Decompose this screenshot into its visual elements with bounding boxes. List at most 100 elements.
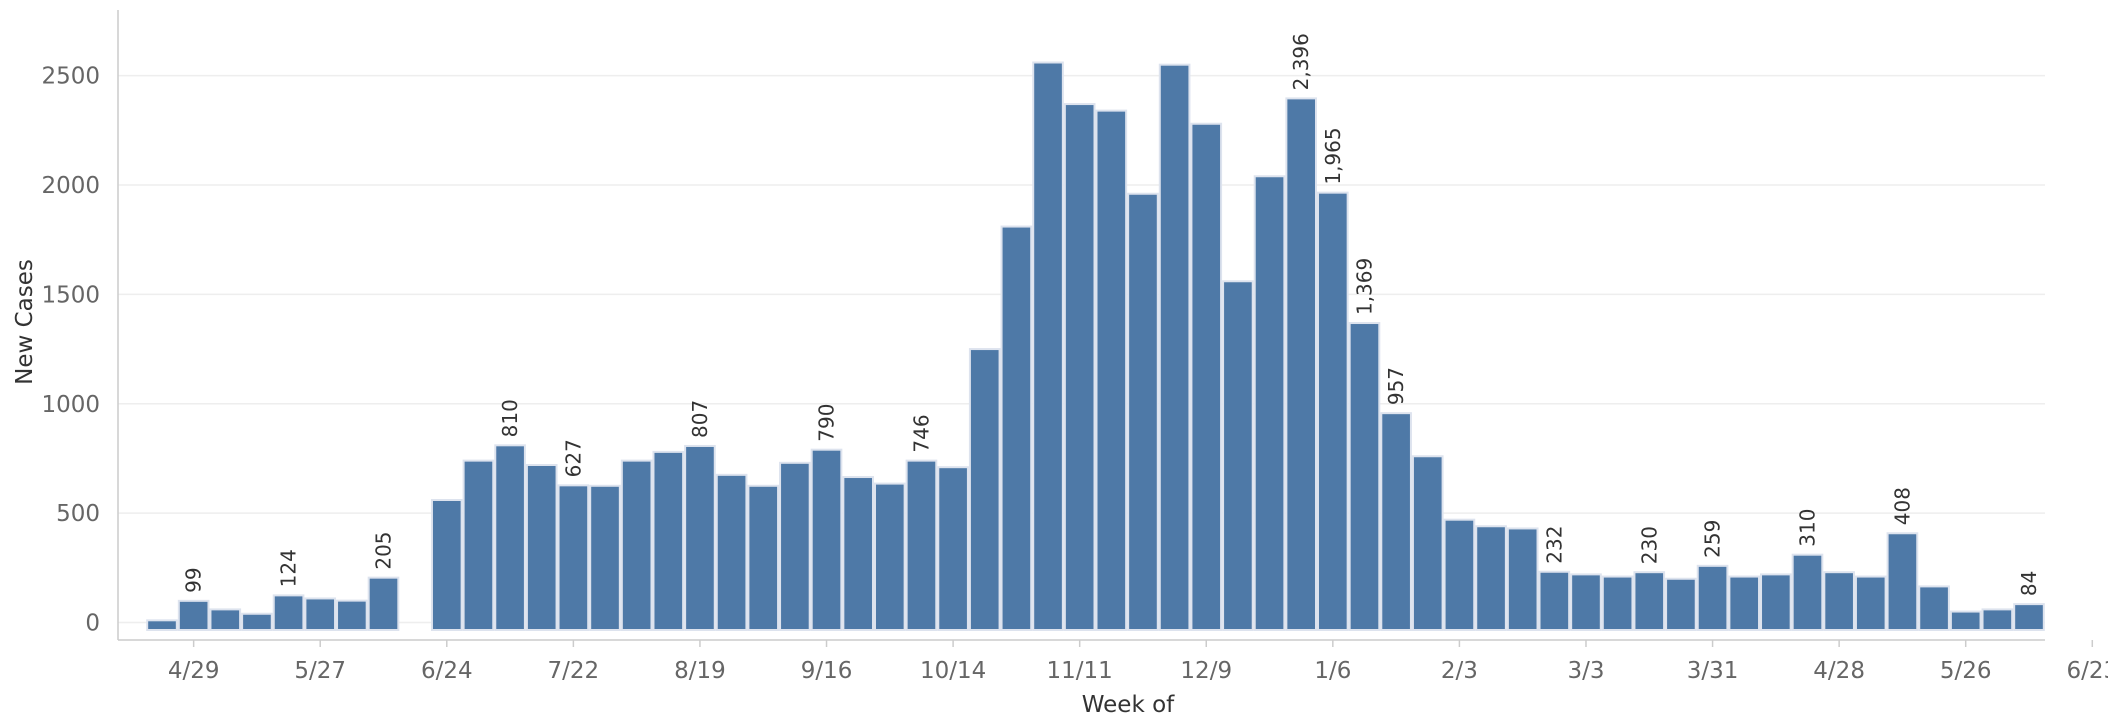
bar[interactable] <box>620 459 653 631</box>
bar[interactable] <box>430 499 463 631</box>
bar[interactable] <box>1886 532 1919 631</box>
x-tick-label: 12/9 <box>1180 658 1232 684</box>
x-tick-label: 10/14 <box>920 658 986 684</box>
bar[interactable] <box>589 484 621 631</box>
y-axis: 0 500 1000 1500 2000 2500 <box>41 10 119 640</box>
y-tick-label: 0 <box>85 611 100 637</box>
bar[interactable] <box>1665 577 1697 631</box>
bar[interactable] <box>1633 571 1666 631</box>
bar[interactable] <box>557 484 590 631</box>
bar[interactable] <box>177 599 210 631</box>
bar[interactable] <box>336 599 368 631</box>
bar[interactable] <box>1158 63 1191 631</box>
x-tick-label: 1/6 <box>1314 658 1351 684</box>
bar[interactable] <box>684 444 716 631</box>
bar[interactable] <box>1285 97 1318 631</box>
y-tick-label: 500 <box>56 501 100 527</box>
bar[interactable] <box>1823 571 1855 631</box>
bar[interactable] <box>842 476 874 631</box>
bar[interactable] <box>146 619 178 631</box>
bar[interactable] <box>779 461 811 631</box>
bar[interactable] <box>1317 191 1349 631</box>
data-label: 124 <box>277 549 301 587</box>
y-tick-label: 2000 <box>41 173 100 199</box>
bar[interactable] <box>1411 455 1444 631</box>
x-tick-label: 6/24 <box>421 658 473 684</box>
bar[interactable] <box>1854 575 1887 631</box>
bar[interactable] <box>525 464 558 631</box>
bar[interactable] <box>873 482 906 631</box>
data-label: 746 <box>909 414 933 452</box>
x-tick-label: 7/22 <box>548 658 600 684</box>
x-tick-label: 11/11 <box>1047 658 1113 684</box>
data-label: 310 <box>1795 509 1819 547</box>
bar[interactable] <box>209 608 242 631</box>
bar[interactable] <box>1570 573 1602 631</box>
x-tick-label: 8/19 <box>674 658 726 684</box>
data-label: 790 <box>815 404 839 442</box>
bar[interactable] <box>1222 280 1254 631</box>
bar[interactable] <box>1000 225 1033 631</box>
bar[interactable] <box>747 484 780 631</box>
bar[interactable] <box>1538 570 1571 631</box>
bar[interactable] <box>1981 608 2014 631</box>
x-tick-label: 3/31 <box>1687 658 1739 684</box>
bar[interactable] <box>1760 573 1792 631</box>
y-tick-label: 1000 <box>41 392 100 418</box>
bar[interactable] <box>937 466 969 631</box>
bar[interactable] <box>1506 527 1539 631</box>
bar[interactable] <box>905 459 938 631</box>
data-label: 957 <box>1384 367 1408 405</box>
bar[interactable] <box>652 450 685 631</box>
data-label: 627 <box>561 439 585 477</box>
y-tick-label: 1500 <box>41 282 100 308</box>
x-tick-label: 5/27 <box>294 658 346 684</box>
data-label: 230 <box>1637 526 1661 564</box>
bar[interactable] <box>1696 564 1729 631</box>
data-label: 1,369 <box>1352 258 1376 315</box>
x-tick-label: 9/16 <box>801 658 853 684</box>
bar[interactable] <box>462 459 495 631</box>
x-tick-label: 2/3 <box>1441 658 1478 684</box>
bar[interactable] <box>1380 412 1412 631</box>
data-label: 408 <box>1890 487 1914 525</box>
x-tick-label: 4/28 <box>1813 658 1865 684</box>
bar[interactable] <box>968 348 1001 631</box>
bar[interactable] <box>1127 192 1159 631</box>
bar[interactable] <box>1095 109 1128 631</box>
bar[interactable] <box>1348 322 1381 631</box>
bar[interactable] <box>272 594 305 631</box>
data-label: 2,396 <box>1289 33 1313 90</box>
y-tick-label: 2500 <box>41 64 100 90</box>
bar[interactable] <box>1443 518 1476 631</box>
bar[interactable] <box>367 576 400 631</box>
bar[interactable] <box>1475 525 1507 631</box>
bar[interactable] <box>1032 61 1064 631</box>
bar[interactable] <box>494 444 526 631</box>
bar[interactable] <box>241 612 273 631</box>
data-labels: 99 124 205 810 627 807 790 746 2,396 1,965 1,369 95… <box>182 33 2041 596</box>
data-label: 1,965 <box>1321 127 1345 184</box>
y-axis-title: New Cases <box>12 259 38 385</box>
bar[interactable] <box>1063 103 1096 631</box>
x-tick-label: 5/26 <box>1940 658 1992 684</box>
bar[interactable] <box>1949 610 1982 631</box>
data-label: 99 <box>182 567 206 592</box>
bar[interactable] <box>1190 122 1223 631</box>
bar[interactable] <box>810 448 843 631</box>
bar[interactable] <box>1253 175 1286 631</box>
bar[interactable] <box>1918 585 1950 631</box>
data-label: 810 <box>498 399 522 437</box>
data-label: 232 <box>1542 526 1566 564</box>
data-label: 84 <box>2017 571 2041 596</box>
bar[interactable] <box>1601 575 1634 631</box>
bar[interactable] <box>2013 603 2045 631</box>
bar[interactable] <box>304 597 337 631</box>
x-tick-label: 3/3 <box>1567 658 1604 684</box>
bar[interactable] <box>1728 575 1761 631</box>
x-tick-label: 6/23 <box>2066 658 2108 684</box>
bar[interactable] <box>1791 553 1824 631</box>
bar[interactable] <box>715 473 748 631</box>
